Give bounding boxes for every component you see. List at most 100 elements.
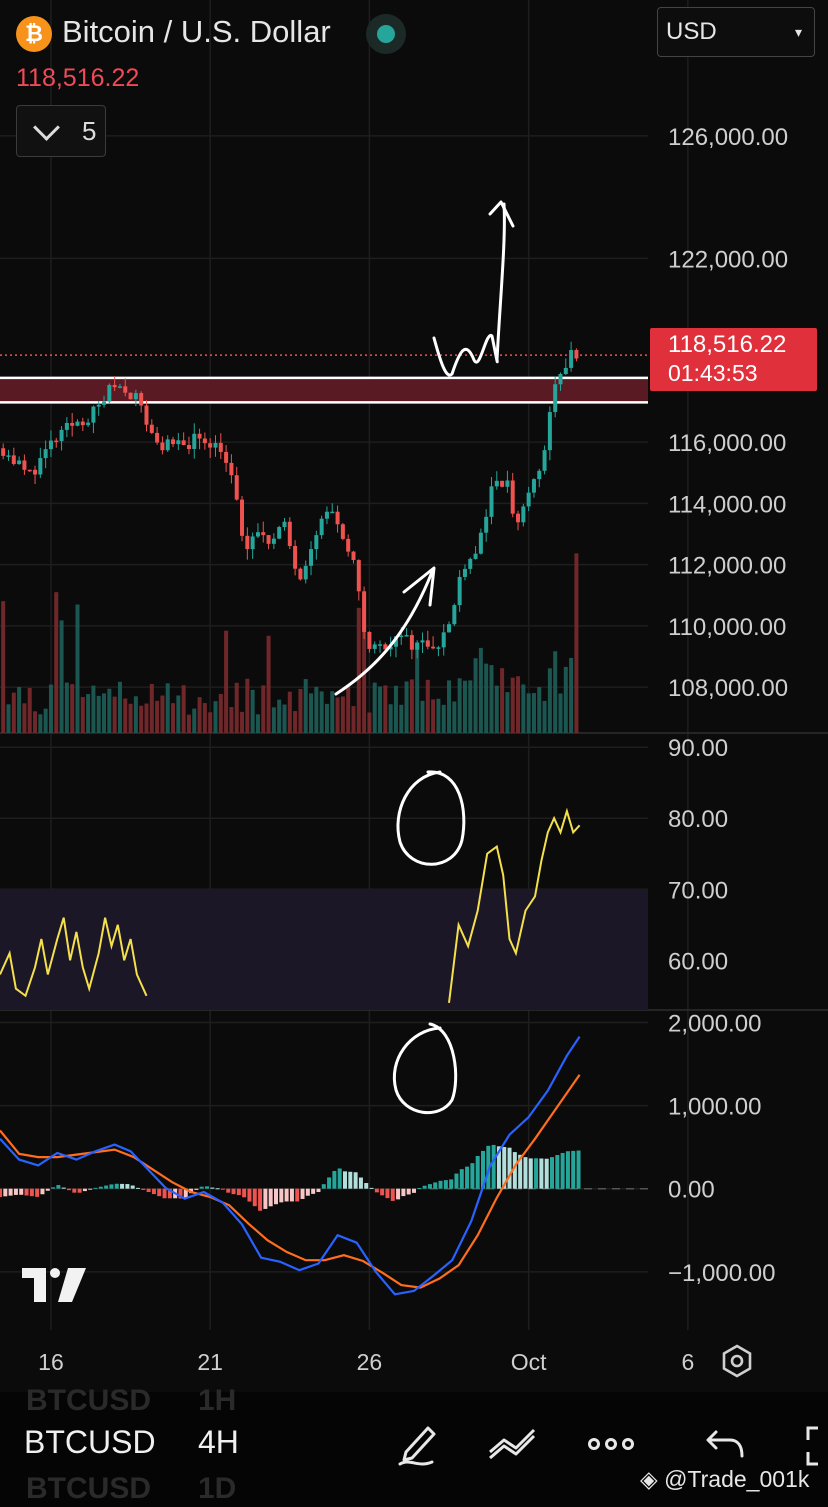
- macd-histogram-bar: [3, 1188, 8, 1197]
- candle-body: [340, 524, 345, 539]
- macd-histogram-bar: [167, 1188, 172, 1199]
- candle-body: [197, 433, 202, 439]
- macd-histogram-bar: [268, 1188, 273, 1207]
- volume-bar: [250, 689, 255, 733]
- candle-body: [250, 536, 255, 550]
- candle-body: [123, 386, 128, 393]
- macd-histogram-bar: [343, 1171, 347, 1189]
- volume-bar: [171, 703, 176, 733]
- macd-histogram-bar: [560, 1152, 565, 1189]
- macd-histogram-bar: [475, 1156, 480, 1189]
- macd-histogram-bar: [534, 1158, 539, 1189]
- chart-grid: [0, 0, 828, 1330]
- candle-body: [441, 632, 446, 648]
- candle-body: [160, 442, 165, 451]
- macd-histogram-bar: [470, 1163, 475, 1189]
- candle-body: [54, 440, 59, 443]
- volume-bar: [202, 703, 207, 733]
- candle-body: [558, 374, 563, 385]
- y-tick-label: 122,000.00: [668, 246, 788, 273]
- macd-histogram-bar: [247, 1188, 252, 1202]
- candle-body: [176, 440, 181, 445]
- volume-bar: [64, 682, 69, 733]
- zone-fill: [0, 377, 648, 403]
- macd-histogram-bar: [454, 1173, 459, 1189]
- trendline-icon[interactable]: [486, 1418, 540, 1468]
- candle-body: [59, 429, 64, 442]
- macd-histogram-bar: [151, 1188, 156, 1195]
- currency-select[interactable]: USD ▾: [657, 7, 815, 57]
- currency-value: USD: [666, 18, 717, 45]
- hand-drawn-annotations: [334, 200, 515, 1115]
- volume-bar: [516, 676, 521, 733]
- macd-histogram-bar: [93, 1187, 98, 1189]
- macd-histogram-bar: [183, 1188, 188, 1198]
- symbol-button[interactable]: BTCUSD: [24, 1424, 156, 1460]
- volume-bar: [224, 630, 229, 733]
- volume-bar: [351, 706, 356, 733]
- candle-body: [309, 549, 314, 566]
- macd-histogram-bar: [374, 1188, 379, 1193]
- fullscreen-icon[interactable]: [796, 1418, 828, 1468]
- hand-drawn-arrowhead: [402, 566, 436, 607]
- pair-title[interactable]: Bitcoin / U.S. Dollar: [62, 14, 331, 49]
- volume-bar: [484, 663, 489, 733]
- macd-histogram-bar: [274, 1188, 278, 1205]
- candle-body: [255, 532, 260, 537]
- volume-bar: [298, 688, 303, 733]
- x-tick-label: 6: [681, 1349, 694, 1375]
- interval-button[interactable]: 4H: [198, 1424, 239, 1460]
- volume-bar: [431, 699, 436, 733]
- macd-histogram-bar: [396, 1188, 401, 1200]
- ghost-interval-below: 1D: [198, 1472, 237, 1505]
- macd-histogram-bar: [157, 1188, 162, 1197]
- candle-body: [574, 350, 579, 359]
- candle-body: [425, 640, 430, 647]
- candle-body: [261, 532, 266, 536]
- volume-bar: [139, 705, 144, 733]
- volume-bar: [553, 651, 558, 733]
- volume-bar: [155, 700, 160, 733]
- macd-histogram-bar: [507, 1147, 512, 1189]
- last-price: 118,516.22: [16, 64, 140, 92]
- candle-body: [388, 646, 393, 650]
- candle-body: [399, 635, 404, 638]
- volume-bar: [229, 707, 234, 733]
- macd-histogram-bar: [502, 1147, 507, 1189]
- candle-body: [266, 535, 271, 544]
- resistance-zone: [0, 354, 648, 404]
- macd-histogram-bar: [258, 1188, 263, 1211]
- volume-bar: [388, 704, 393, 733]
- macd-histogram-bar: [311, 1188, 316, 1194]
- macd-histogram-bar: [555, 1155, 560, 1189]
- more-icon[interactable]: [584, 1418, 638, 1468]
- candle-body: [537, 470, 542, 480]
- candle-body: [38, 458, 43, 475]
- macd-histogram-bar: [518, 1154, 523, 1189]
- volume-bar: [107, 688, 112, 733]
- undo-icon[interactable]: [700, 1418, 754, 1468]
- volume-bar: [6, 704, 11, 733]
- y-tick-label: 112,000.00: [668, 553, 786, 580]
- y-tick-label: 0.00: [668, 1177, 715, 1204]
- macd-histogram-bar: [459, 1169, 464, 1189]
- volume-bar: [346, 686, 351, 733]
- y-tick-label: 90.00: [668, 735, 728, 762]
- settings-icon[interactable]: [720, 1344, 754, 1378]
- macd-histogram-bar: [56, 1185, 61, 1189]
- candle-body: [112, 384, 117, 388]
- volume-bar: [86, 694, 91, 733]
- macd-histogram-bar: [449, 1179, 454, 1189]
- volume-bar: [128, 703, 133, 733]
- draw-pen-icon[interactable]: [392, 1418, 446, 1468]
- candle-body: [240, 499, 245, 536]
- chart-canvas[interactable]: 16 21 26 Oct 6 126,000.00 122,000.00 116,000.00…: [0, 0, 828, 1392]
- candle-body: [516, 513, 521, 523]
- macd-histogram-bar: [130, 1185, 135, 1189]
- volume-bar: [542, 700, 547, 733]
- collapse-indicators-button[interactable]: 5: [16, 105, 106, 157]
- macd-histogram-bar: [332, 1170, 337, 1189]
- volume-bar: [526, 693, 531, 733]
- macd-histogram-bar: [0, 1188, 2, 1198]
- candle-body: [245, 535, 250, 550]
